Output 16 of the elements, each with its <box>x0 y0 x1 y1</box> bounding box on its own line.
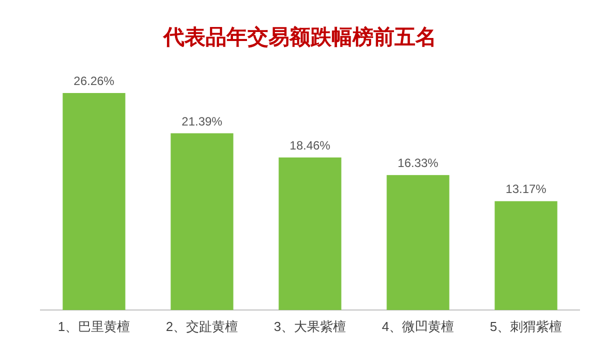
x-tick-label: 5、刺猬紫檀 <box>490 319 562 334</box>
data-label: 16.33% <box>398 156 439 170</box>
bar <box>170 133 234 310</box>
bar <box>386 175 450 310</box>
x-tick-label: 4、微凹黄檀 <box>382 319 454 334</box>
x-tick-label: 2、交趾黄檀 <box>166 319 238 334</box>
x-tick-label: 3、大果紫檀 <box>274 319 346 334</box>
data-label: 13.17% <box>506 182 547 196</box>
bar <box>278 157 342 310</box>
bar <box>494 201 558 310</box>
x-tick-label: 1、巴里黄檀 <box>58 319 130 334</box>
data-label: 21.39% <box>182 114 223 128</box>
bar <box>62 93 126 310</box>
data-label: 18.46% <box>290 138 331 152</box>
data-label: 26.26% <box>74 74 115 88</box>
chart-title: 代表品年交易额跌幅榜前五名 <box>162 25 436 49</box>
